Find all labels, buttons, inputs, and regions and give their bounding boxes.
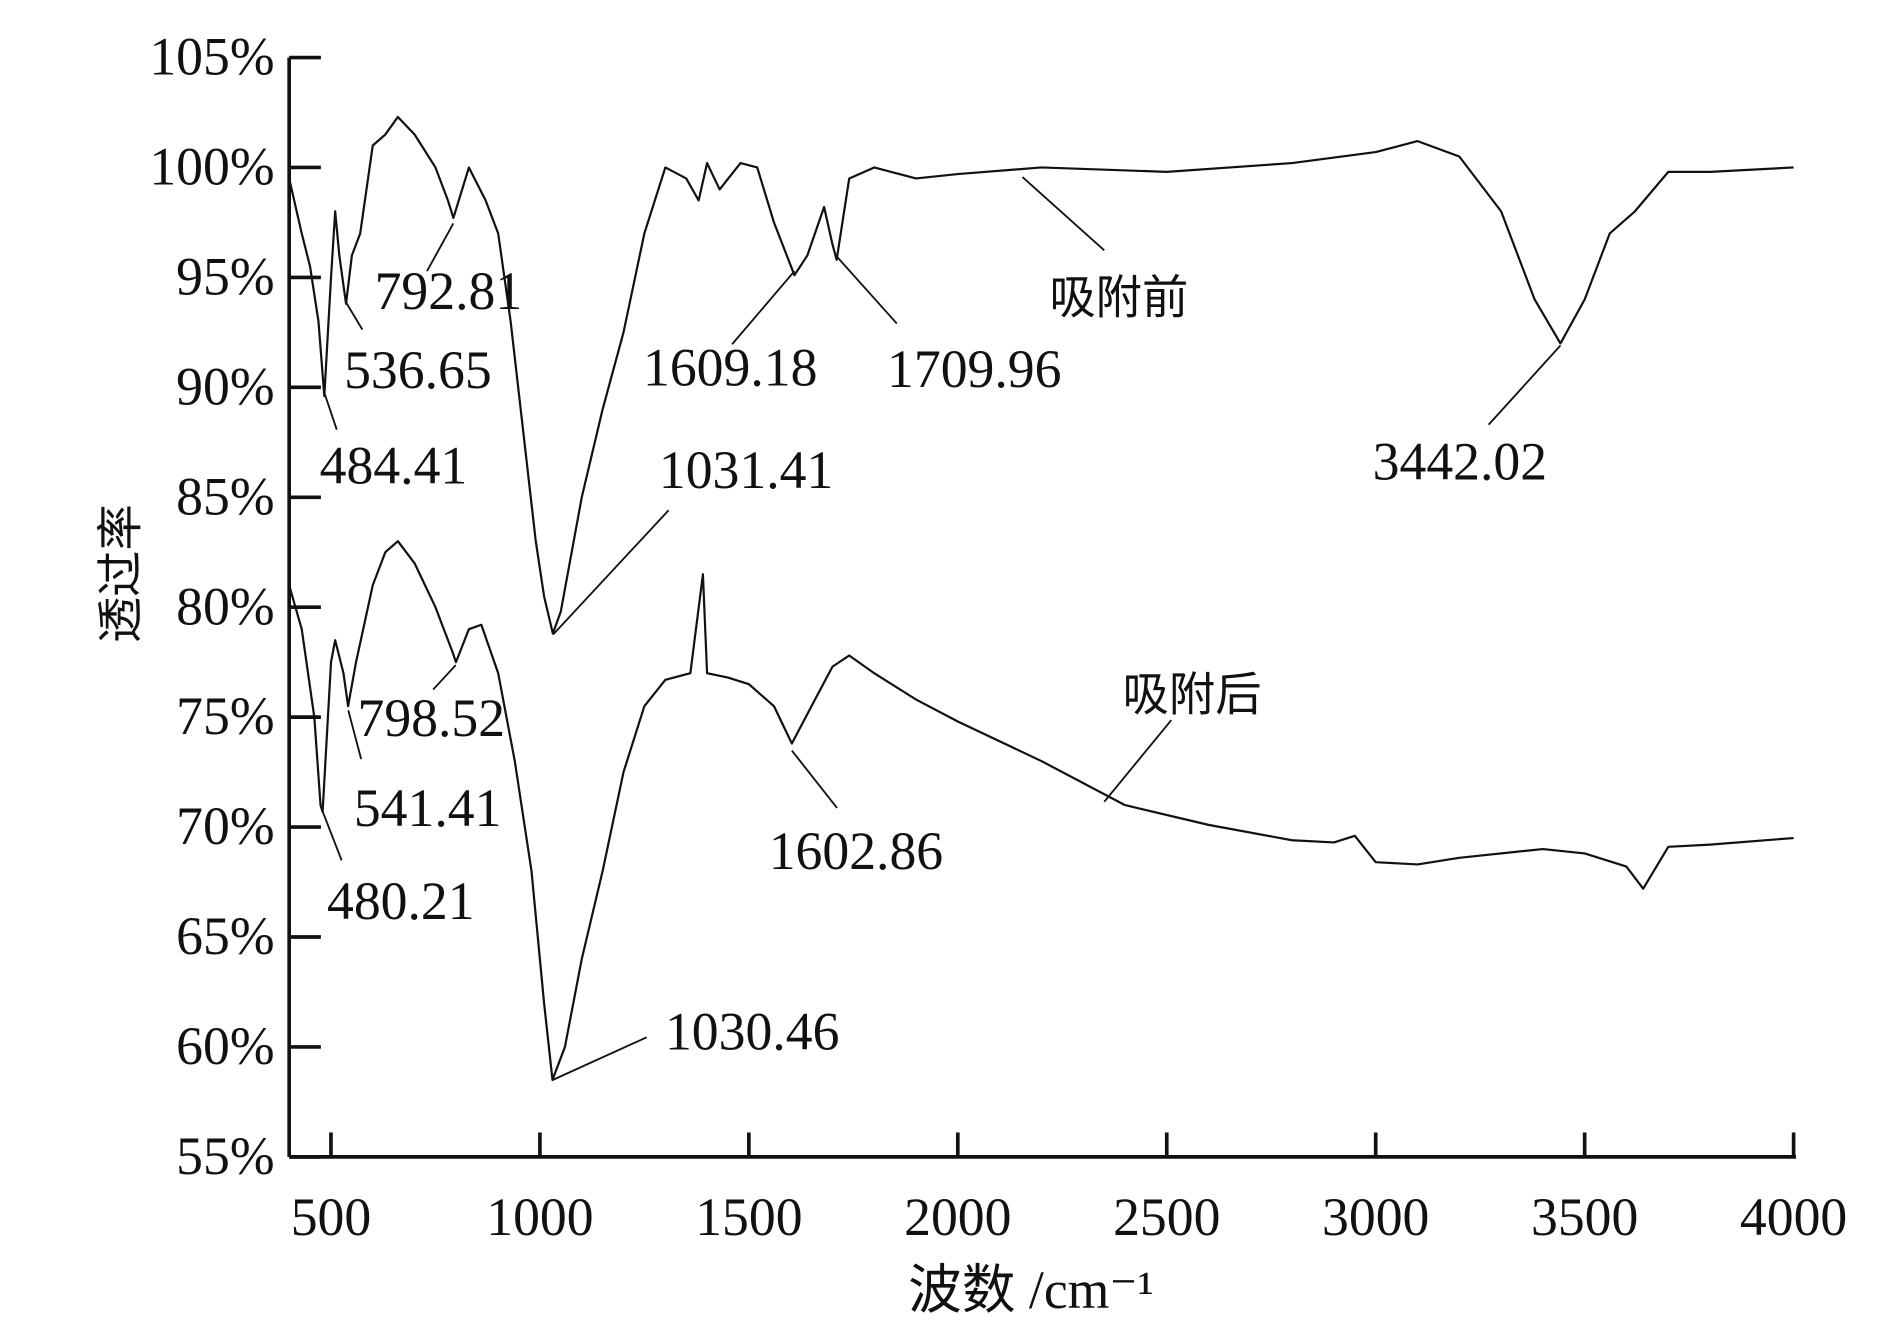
peak-leader (323, 392, 338, 430)
y-tick-label: 55% (176, 1126, 274, 1186)
peak-leader (552, 1036, 648, 1081)
y-tick-label: 95% (176, 246, 274, 306)
series-line (288, 115, 1794, 635)
peak-label: 1030.46 (665, 1002, 839, 1062)
x-tick-label: 4000 (1740, 1187, 1847, 1247)
series-name-leader (1021, 176, 1105, 251)
x-tick-label: 500 (291, 1187, 372, 1247)
series-line (288, 540, 1794, 1081)
peak-label: 480.21 (327, 871, 475, 931)
y-tick-label: 65% (176, 906, 274, 966)
peak-leader (432, 664, 457, 691)
y-tick-label: 105% (149, 27, 274, 87)
x-tick-label: 1500 (695, 1187, 802, 1247)
peak-leader (426, 223, 455, 272)
peak-label: 536.65 (344, 340, 492, 400)
peak-leader (321, 811, 343, 861)
peak-label: 1709.96 (887, 339, 1061, 399)
x-tick-label: 2500 (1113, 1187, 1220, 1247)
peak-label: 1602.86 (769, 821, 943, 881)
x-axis-label: 波数 /cm⁻¹ (908, 1260, 1154, 1320)
y-tick-label: 100% (149, 137, 274, 197)
y-tick-label: 75% (176, 686, 274, 746)
x-tick-label: 3500 (1531, 1187, 1638, 1247)
peak-label: 792.81 (375, 261, 523, 321)
peak-label: 541.41 (354, 778, 502, 838)
x-tick-label: 1000 (486, 1187, 593, 1247)
series-name: 吸附前 (1049, 271, 1188, 325)
peak-leader (1487, 344, 1562, 426)
peak-leader (552, 509, 670, 636)
peak-label: 484.41 (320, 435, 468, 495)
y-tick-label: 70% (176, 796, 274, 856)
y-tick-label: 85% (176, 466, 274, 526)
y-tick-label: 60% (176, 1016, 274, 1076)
x-tick-label: 3000 (1322, 1187, 1429, 1247)
peak-leader (791, 750, 838, 809)
series-name: 吸附后 (1123, 667, 1262, 721)
peak-leader (345, 302, 364, 331)
peak-leader (731, 270, 796, 345)
peak-leader (835, 255, 898, 325)
peak-label: 1609.18 (643, 338, 817, 398)
peak-leader (347, 710, 363, 760)
y-axis-label: 透过率 (94, 504, 148, 643)
y-tick-label: 90% (176, 356, 274, 416)
y-tick-label: 80% (176, 576, 274, 636)
series-name-leader (1103, 719, 1173, 803)
peak-label: 798.52 (358, 688, 506, 748)
peak-label: 1031.41 (659, 440, 833, 500)
peak-label: 3442.02 (1373, 432, 1547, 492)
x-tick-label: 2000 (904, 1187, 1011, 1247)
